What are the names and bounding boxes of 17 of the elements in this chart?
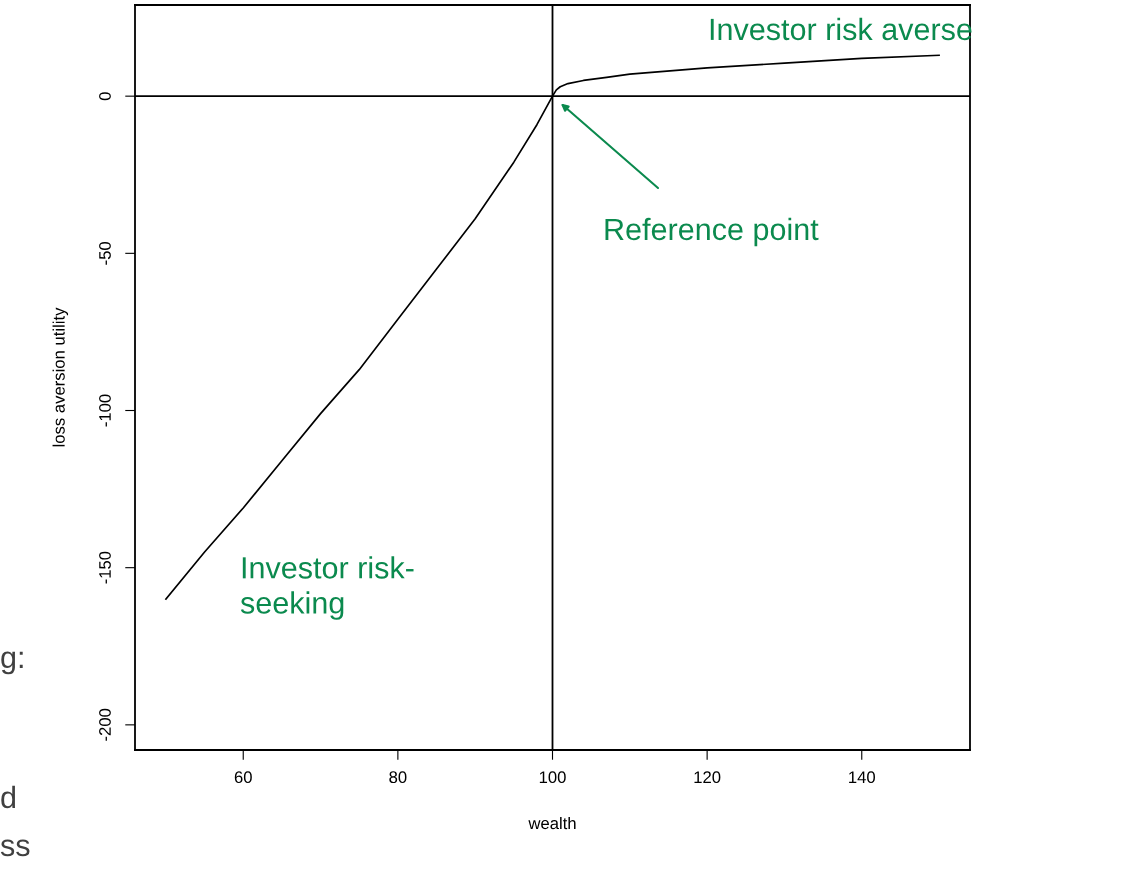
annotation: Investor risk- seeking	[240, 556, 414, 620]
x-tick-label: 140	[849, 771, 876, 784]
y-axis-title: loss aversion utility	[52, 307, 69, 447]
x-tick-label: 120	[694, 771, 721, 784]
x-axis-title: wealth	[528, 816, 576, 830]
y-tick-label: 0	[99, 92, 111, 101]
text: d	[1, 785, 16, 809]
text: ss	[0, 839, 30, 857]
x-tick-label: 80	[389, 771, 407, 784]
y-tick-label: -50	[99, 241, 111, 265]
x-tick-label: 60	[234, 771, 252, 784]
text: g:	[1, 651, 23, 675]
y-tick-label: -150	[99, 551, 111, 584]
annotation: Reference point	[605, 217, 819, 247]
x-tick-label: 100	[539, 771, 566, 784]
y-tick-label: -100	[99, 394, 111, 427]
y-tick-label: -200	[99, 708, 111, 741]
